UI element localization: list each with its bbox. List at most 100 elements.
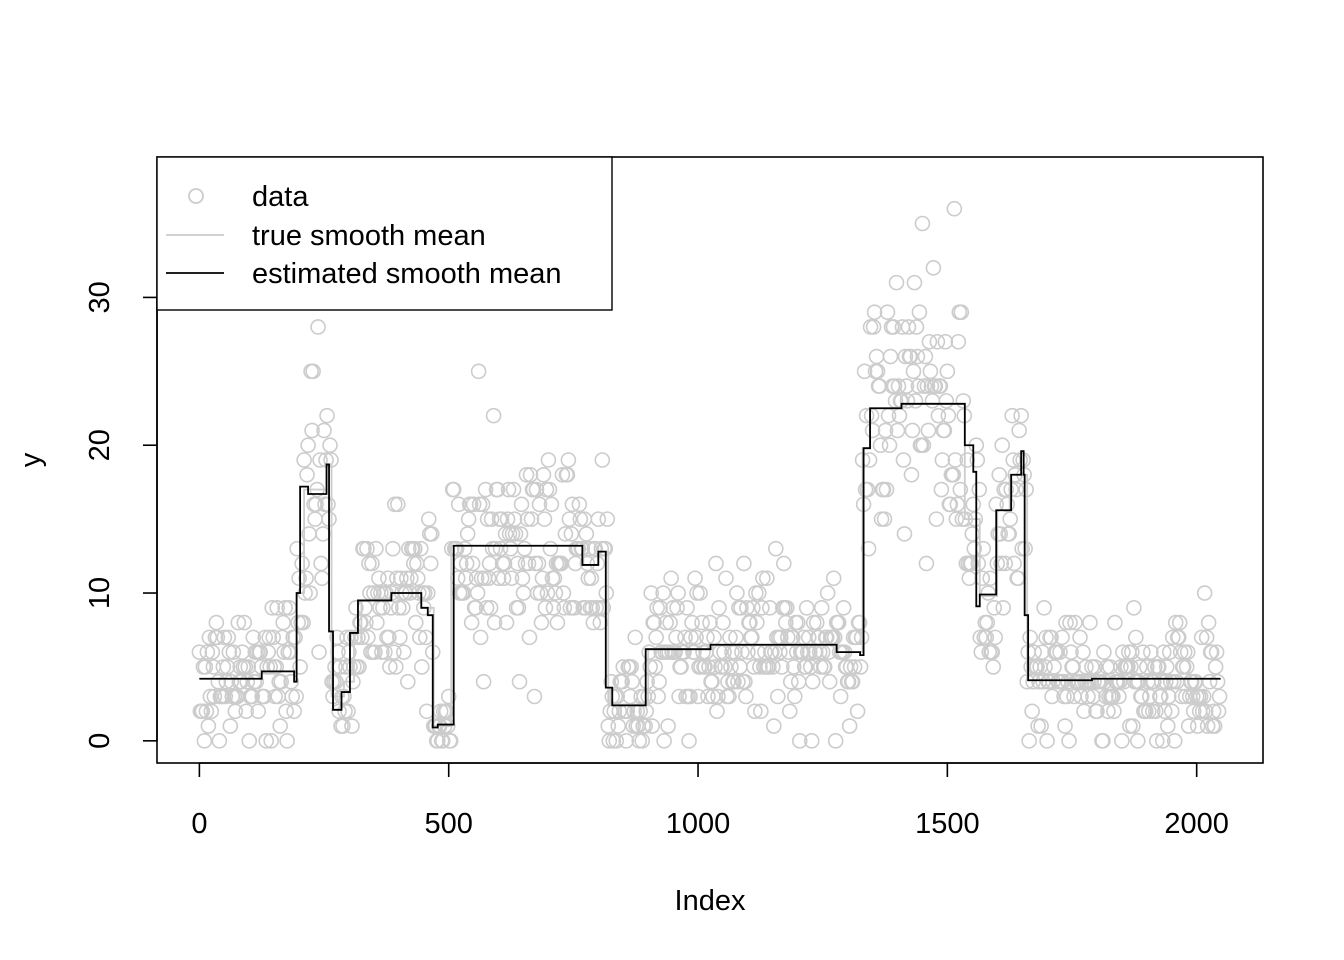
- data-point: [897, 348, 914, 365]
- data-point: [413, 659, 430, 675]
- data-point: [511, 673, 528, 690]
- data-point: [265, 629, 281, 646]
- data-point: [211, 733, 228, 749]
- data-point: [751, 585, 767, 601]
- data-point: [478, 600, 495, 616]
- data-point: [283, 673, 299, 690]
- data-point: [1201, 673, 1218, 690]
- data-point: [770, 688, 786, 705]
- data-point: [533, 614, 550, 631]
- data-point: [1157, 673, 1174, 690]
- data-point: [532, 585, 549, 601]
- data-point: [472, 629, 489, 646]
- data-point: [578, 526, 595, 542]
- data-point: [368, 540, 384, 557]
- data-point: [644, 718, 660, 734]
- data-point: [781, 703, 798, 720]
- data-point: [319, 407, 335, 424]
- data-point: [1062, 614, 1078, 631]
- data-point: [1112, 673, 1128, 690]
- data-point: [248, 673, 265, 690]
- data-point: [542, 540, 559, 557]
- data-point: [203, 703, 220, 720]
- data-point: [947, 452, 964, 468]
- data-point: [493, 511, 510, 527]
- data-point: [762, 600, 778, 616]
- estimated-smooth-mean-layer: [199, 402, 1221, 729]
- data-point: [1061, 733, 1077, 749]
- data-point: [1131, 673, 1147, 690]
- data-point: [683, 629, 699, 646]
- data-point: [1089, 703, 1105, 720]
- data-point: [225, 644, 242, 660]
- data-point: [440, 688, 457, 705]
- data-point: [595, 600, 612, 616]
- data-point: [639, 673, 655, 690]
- data-point: [729, 585, 745, 601]
- y-axis: 0 10 20 30: [84, 281, 158, 749]
- data-point: [1170, 629, 1187, 646]
- data-point: [510, 600, 527, 616]
- data-point: [448, 540, 465, 557]
- x-tick-label: 500: [425, 808, 473, 840]
- data-point: [258, 733, 275, 749]
- data-point: [715, 614, 731, 631]
- data-point: [889, 422, 906, 439]
- data-point: [798, 600, 815, 616]
- data-point: [535, 466, 552, 483]
- data-point: [721, 688, 737, 705]
- data-point: [208, 614, 225, 631]
- data-point: [1115, 644, 1131, 660]
- x-tick-label: 1500: [915, 808, 980, 840]
- data-point: [905, 363, 922, 380]
- data-point: [483, 511, 500, 527]
- data-point: [470, 363, 487, 380]
- data-point: [965, 496, 982, 513]
- data-point: [679, 600, 695, 616]
- data-point: [1178, 659, 1195, 675]
- data-point: [739, 600, 755, 616]
- data-point: [331, 703, 347, 720]
- legend-data-marker: [188, 188, 204, 204]
- data-point: [503, 570, 520, 587]
- data-point: [590, 511, 607, 527]
- data-point: [797, 659, 814, 675]
- x-axis: 0 500 1000 1500 2000: [191, 762, 1229, 840]
- data-point: [624, 673, 641, 690]
- data-point: [531, 496, 548, 513]
- data-point: [1024, 703, 1040, 720]
- data-point: [1022, 629, 1038, 646]
- data-point: [498, 614, 515, 631]
- data-point: [668, 629, 684, 646]
- data-point: [858, 407, 875, 424]
- data-point: [450, 496, 467, 513]
- data-point: [537, 600, 554, 616]
- data-point: [269, 600, 285, 616]
- data-point: [749, 614, 765, 631]
- data-point: [898, 378, 915, 394]
- data-point: [1135, 644, 1151, 660]
- data-point: [1067, 614, 1083, 631]
- data-point: [690, 688, 706, 705]
- data-point: [566, 600, 583, 616]
- data-point: [393, 570, 409, 587]
- data-point: [946, 200, 963, 217]
- data-point: [216, 629, 233, 646]
- data-point: [1206, 718, 1223, 734]
- data-point: [686, 644, 702, 660]
- data-point: [1189, 718, 1206, 734]
- data-point: [1005, 452, 1021, 468]
- data-point: [359, 540, 375, 557]
- data-point: [294, 555, 310, 572]
- data-point: [682, 688, 698, 705]
- data-point: [262, 659, 278, 675]
- data-point: [658, 614, 674, 631]
- data-point: [540, 452, 557, 468]
- estimated-smooth-mean-line: [199, 402, 1221, 729]
- data-point: [907, 393, 924, 409]
- data-point: [948, 511, 965, 527]
- data-point: [708, 555, 724, 572]
- y-tick-label: 20: [84, 429, 116, 461]
- data-point: [1123, 659, 1139, 675]
- data-point: [1102, 659, 1118, 675]
